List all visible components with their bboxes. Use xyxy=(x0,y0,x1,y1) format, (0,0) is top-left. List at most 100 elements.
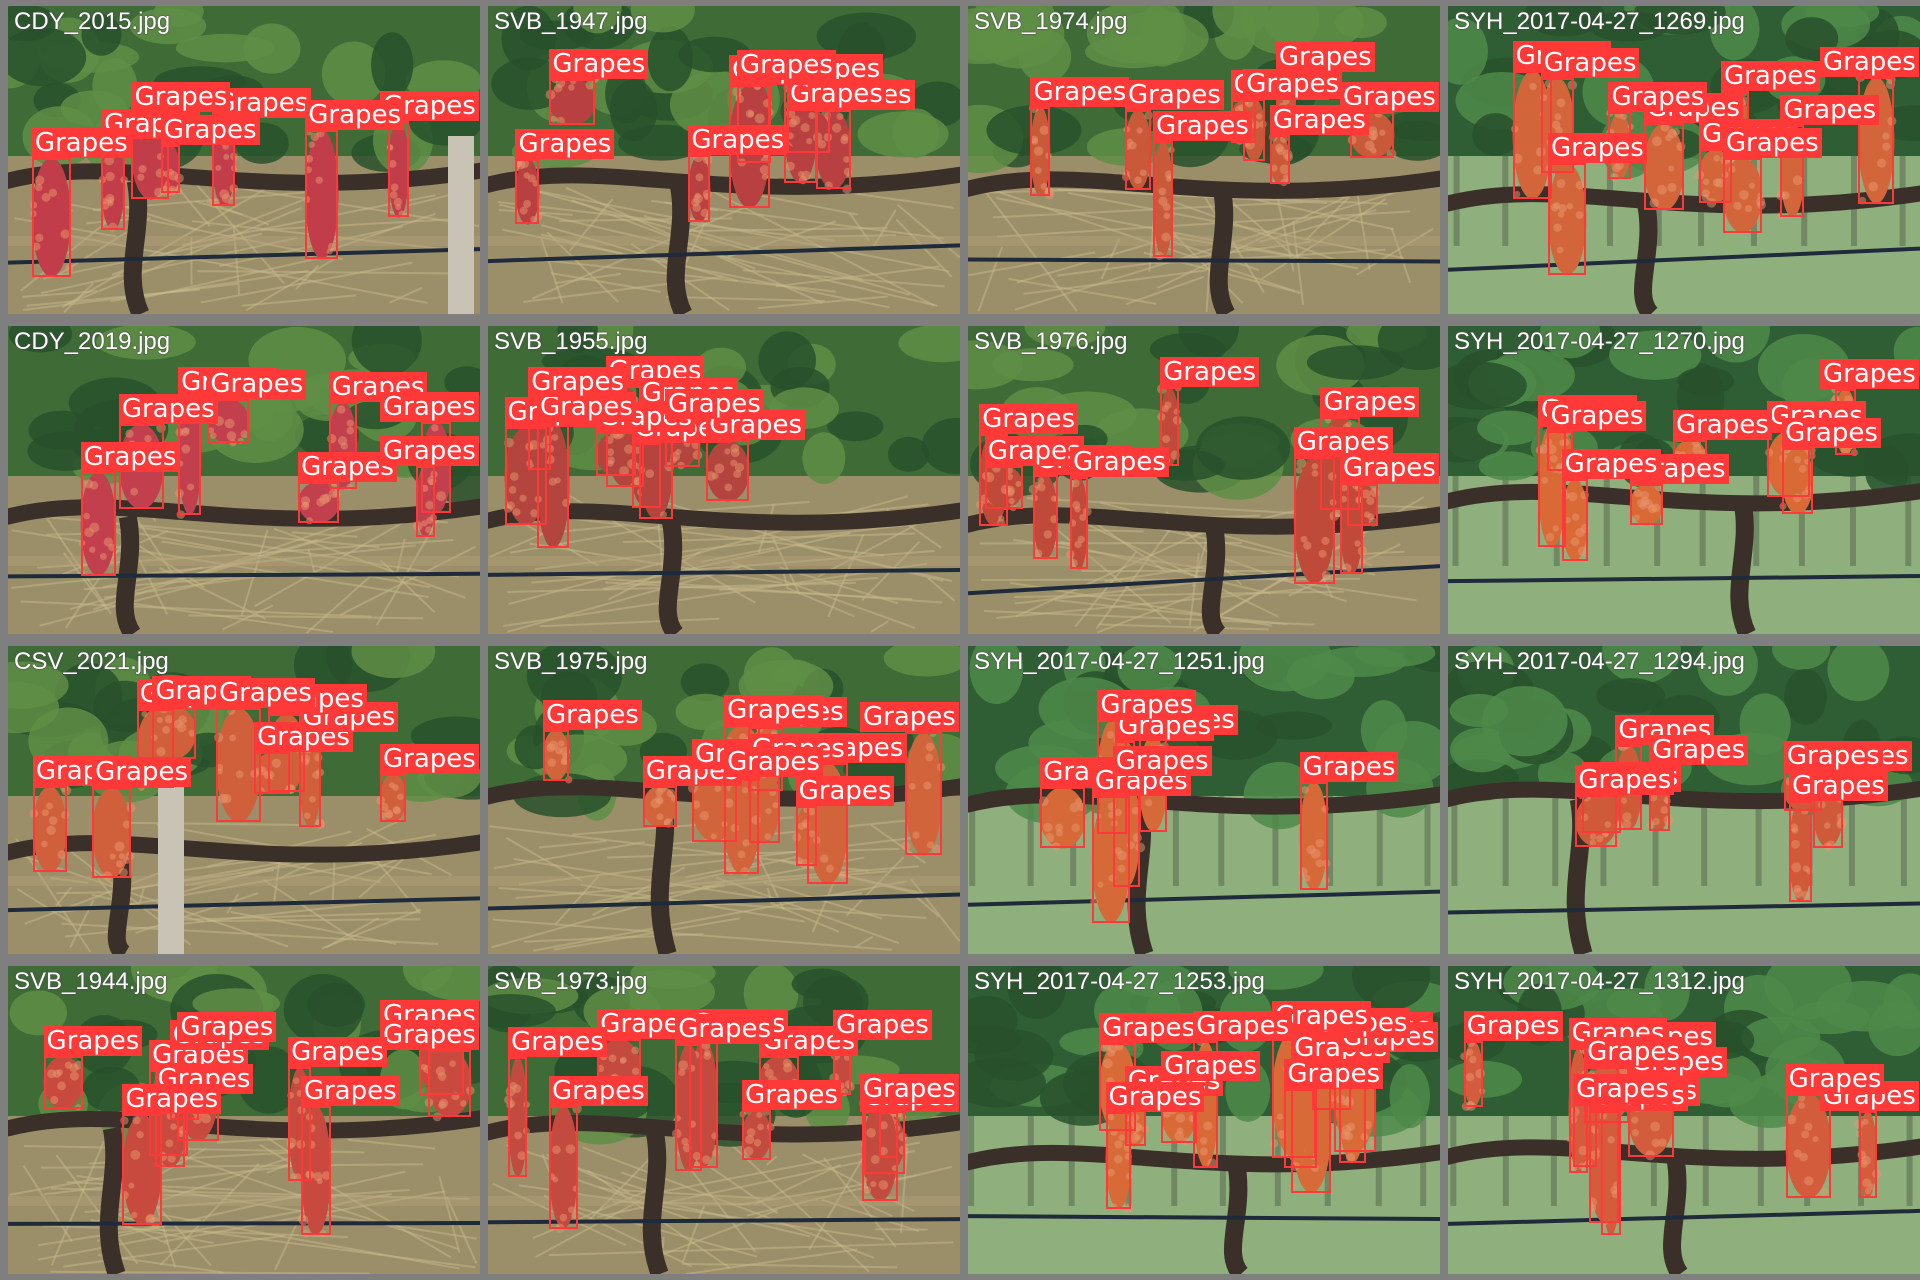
detection-box xyxy=(984,465,1024,509)
detection-box xyxy=(1033,475,1058,559)
detection-box xyxy=(596,432,637,477)
detection-box xyxy=(32,786,67,873)
detection-box xyxy=(742,1110,771,1160)
detection-label: Grapes xyxy=(1672,409,1772,440)
detection-box xyxy=(508,1057,528,1177)
detection-label: Grapes xyxy=(1782,417,1881,448)
detection-label: Grapes xyxy=(1099,1012,1199,1043)
detection-label: Grapes xyxy=(1152,110,1252,141)
detection-box xyxy=(1785,1093,1831,1199)
detection-box xyxy=(515,158,540,225)
detection-label: Grapes xyxy=(688,125,788,156)
tile-filename: CDY_2015.jpg xyxy=(14,8,171,35)
detection-label: Grapes xyxy=(1720,61,1820,92)
detection-label: Grapes xyxy=(1722,127,1822,158)
detection-box xyxy=(1340,482,1363,575)
detection-label: Grapes xyxy=(31,127,131,158)
detection-label: Grapes xyxy=(1124,79,1224,110)
detection-label: Grapes xyxy=(675,1013,775,1044)
detection-box xyxy=(979,433,1008,526)
detection-box xyxy=(1788,801,1812,903)
detection-box xyxy=(1629,484,1664,526)
detection-box xyxy=(706,440,750,502)
detection-box xyxy=(215,708,262,823)
tile-filename: SVB_1973.jpg xyxy=(494,968,648,995)
detection-label: Grapes xyxy=(43,1026,143,1057)
detection-box xyxy=(298,481,340,523)
detection-label: Grapes xyxy=(80,441,180,472)
detection-box xyxy=(642,785,678,827)
detection-label: Grapes xyxy=(160,115,260,146)
detection-label: Grapes xyxy=(207,368,307,399)
detection-label: Grapes xyxy=(1275,41,1375,72)
detection-label: Grapes xyxy=(724,695,823,726)
mosaic-tile: GrapesGrapesGrapesGrapesGrapesGrapesGrap… xyxy=(968,966,1440,1274)
detection-box xyxy=(122,1114,162,1225)
detection-box xyxy=(675,1043,702,1172)
detection-label: Grapes xyxy=(1030,76,1130,107)
detection-box xyxy=(1160,387,1180,467)
detection-box xyxy=(1105,1112,1132,1209)
detection-label: Grapes xyxy=(549,48,649,79)
detection-label: Grapes xyxy=(300,1076,400,1107)
detection-box xyxy=(43,1056,83,1110)
detection-label: Grapes xyxy=(736,49,836,80)
detection-box xyxy=(1030,106,1051,197)
detection-box xyxy=(1548,163,1587,275)
mosaic-tile: GrapesGrapesGrapesGrapesGrapesGrapesGrap… xyxy=(488,6,960,314)
detection-label: Grapes xyxy=(1608,82,1708,113)
detection-box xyxy=(1293,456,1335,584)
detection-box xyxy=(1069,477,1088,570)
detection-label: Grapes xyxy=(664,389,764,420)
detection-label: Grapes xyxy=(795,775,895,806)
detection-label: Grapes xyxy=(1160,357,1260,388)
tile-filename: SYH_2017-04-27_1269.jpg xyxy=(1454,8,1745,35)
detection-box xyxy=(1858,76,1895,204)
tile-filename: SYH_2017-04-27_1270.jpg xyxy=(1454,328,1745,355)
detection-box xyxy=(1568,1048,1589,1173)
detection-box xyxy=(415,466,435,537)
detection-label: Grapes xyxy=(1788,771,1888,802)
detection-box xyxy=(1858,1111,1877,1198)
detection-box xyxy=(1575,795,1618,847)
tile-filename: CSV_2021.jpg xyxy=(14,648,169,675)
detection-label: Grapes xyxy=(515,128,615,159)
detection-label: Grapes xyxy=(1105,1082,1205,1113)
detection-box xyxy=(152,706,196,759)
detection-box xyxy=(1284,1089,1318,1169)
detection-box xyxy=(388,120,409,218)
detection-box xyxy=(786,109,830,153)
detection-box xyxy=(160,145,180,193)
detection-label: Grapes xyxy=(288,1037,387,1068)
detection-box xyxy=(268,713,306,793)
detection-box xyxy=(549,78,596,126)
detection-label: Grapes xyxy=(1548,133,1647,164)
detection-box xyxy=(724,777,760,874)
detection-box xyxy=(1272,1031,1316,1159)
detection-box xyxy=(1463,1041,1483,1108)
detection-label: Grapes xyxy=(548,1075,648,1106)
detection-label: Grapes xyxy=(1284,1059,1384,1090)
detection-label: Grapes xyxy=(786,79,886,110)
vineyard-photo xyxy=(968,646,1440,954)
detection-label: Grapes xyxy=(508,1027,607,1058)
detection-box xyxy=(504,427,548,525)
detection-label: Grapes xyxy=(1243,68,1343,99)
mosaic-tile: GrapesGrapesGrapesGrapesGrapesGrapesGrap… xyxy=(968,646,1440,954)
detection-box xyxy=(688,155,711,223)
detection-label: Grapes xyxy=(979,403,1079,434)
detection-label: Grapes xyxy=(1561,449,1661,480)
detection-label: Grapes xyxy=(1269,105,1369,136)
detection-box xyxy=(1561,479,1588,561)
tile-filename: SVB_1975.jpg xyxy=(494,648,648,675)
detection-box xyxy=(380,773,407,823)
detection-label: Grapes xyxy=(380,743,479,774)
detection-box xyxy=(305,129,339,260)
detection-box xyxy=(807,762,849,885)
detection-box xyxy=(427,1050,472,1118)
